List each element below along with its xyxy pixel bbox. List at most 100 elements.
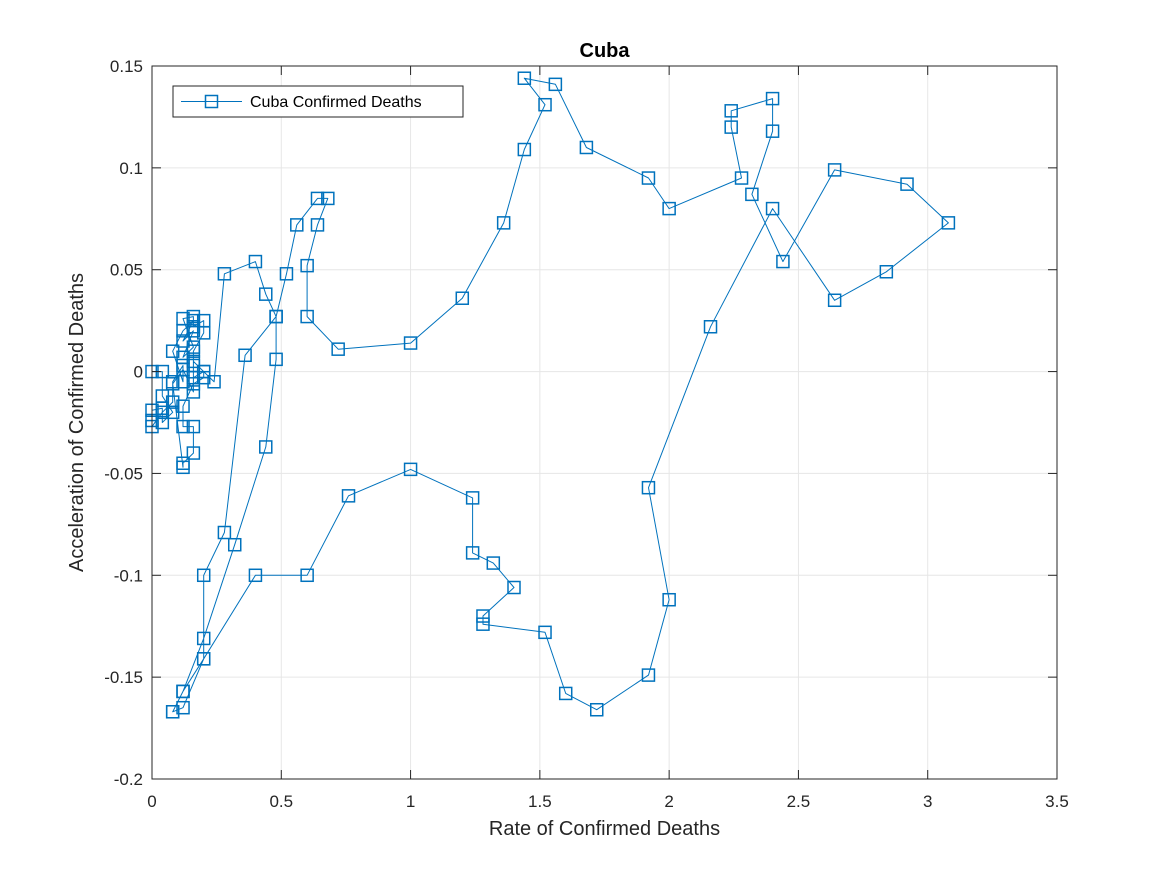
data-point-marker (538, 97, 552, 112)
data-point-marker (641, 171, 656, 185)
x-axis-label: Rate of Confirmed Deaths (489, 818, 720, 840)
y-tick-label: -0.2 (114, 770, 143, 789)
y-tick-label: -0.05 (104, 464, 143, 483)
data-point-marker (196, 631, 211, 646)
series-layer (145, 71, 956, 719)
data-point-marker (176, 399, 190, 413)
data-point-marker (589, 702, 604, 717)
data-point-marker (186, 309, 201, 324)
x-tick-label: 3 (923, 792, 932, 811)
data-point-marker (900, 177, 914, 191)
data-point-marker (641, 668, 656, 682)
data-point-marker (165, 705, 180, 719)
data-point-marker (196, 364, 211, 379)
data-point-marker (321, 191, 335, 206)
data-point-marker (765, 124, 780, 138)
data-point-marker (310, 218, 325, 232)
legend-label: Cuba Confirmed Deaths (250, 94, 422, 111)
data-point-marker (259, 287, 273, 301)
data-point-marker (662, 201, 676, 216)
data-point-marker (476, 609, 490, 623)
y-tick-label: 0 (134, 363, 143, 382)
tick-labels: 0 0.5 1 1.5 2 2.5 3 3.5 -0.2 -0.15 -0.1 -0.05 0 0.05 0… (104, 57, 1069, 811)
data-point-marker (827, 163, 842, 177)
data-point-marker (496, 216, 511, 230)
data-point-marker (259, 440, 273, 454)
data-point-marker (341, 489, 356, 503)
data-point-marker (765, 91, 780, 106)
data-point-marker (517, 71, 532, 85)
x-tick-label: 2 (664, 792, 673, 811)
data-point-marker (941, 216, 956, 230)
data-point-marker (765, 201, 780, 216)
data-point-marker (455, 291, 470, 305)
data-point-marker (879, 265, 894, 279)
data-point-marker (827, 293, 842, 308)
data-point-marker (579, 140, 594, 155)
y-tick-label: -0.1 (114, 566, 143, 585)
chart-title: Cuba (580, 40, 631, 62)
data-point-marker (476, 617, 490, 631)
data-point-marker (176, 684, 190, 699)
data-point-marker (217, 267, 232, 281)
data-point-marker (248, 568, 263, 583)
data-point-marker (217, 525, 232, 540)
series-line (151, 77, 949, 713)
y-axis-label: Acceleration of Confirmed Deaths (66, 273, 88, 572)
plot-area (152, 66, 1057, 779)
y-tick-label: 0.05 (110, 261, 143, 280)
x-tick-label: 3.5 (1045, 792, 1069, 811)
data-point-marker (196, 326, 211, 340)
y-tick-label: 0.1 (119, 159, 143, 178)
data-point-marker (165, 395, 180, 409)
data-point-marker (724, 120, 738, 134)
legend: Cuba Confirmed Deaths (172, 85, 464, 118)
x-tick-label: 2.5 (787, 792, 811, 811)
data-point-marker (238, 348, 252, 363)
data-point-marker (548, 77, 563, 92)
data-point-marker (248, 254, 263, 269)
data-point-marker (196, 568, 211, 583)
data-point-marker (724, 104, 738, 118)
data-point-marker (269, 352, 283, 367)
data-point-marker (300, 309, 314, 324)
x-tick-label: 0.5 (269, 792, 293, 811)
data-point-marker (227, 537, 242, 552)
data-point-marker (641, 480, 656, 495)
data-point-marker (155, 405, 170, 420)
data-point-marker (662, 592, 676, 607)
data-point-marker (279, 267, 294, 281)
data-point-marker (196, 652, 211, 666)
x-tick-label: 1 (406, 792, 415, 811)
data-point-marker (310, 191, 325, 206)
data-point-marker (465, 546, 480, 560)
data-point-marker (186, 377, 201, 391)
data-point-marker (186, 354, 201, 369)
axes-box (151, 65, 1058, 780)
data-point-marker (403, 462, 418, 477)
data-point-marker (186, 446, 201, 460)
data-point-marker (176, 700, 190, 715)
y-tick-label: 0.15 (110, 57, 143, 76)
data-point-marker (734, 171, 749, 185)
data-point-marker (186, 419, 201, 434)
data-point-marker (507, 580, 521, 595)
y-tick-label: -0.15 (104, 668, 143, 687)
data-point-marker (155, 415, 170, 430)
axes (151, 65, 1058, 780)
data-point-marker (290, 218, 304, 232)
data-point-marker (331, 342, 345, 356)
data-point-marker (745, 187, 759, 202)
x-tick-label: 0 (147, 792, 156, 811)
data-point-marker (176, 419, 190, 434)
legend-marker-swatch (204, 94, 219, 109)
data-point-marker (486, 556, 501, 570)
data-point-marker (176, 362, 190, 377)
data-point-marker (165, 377, 180, 391)
data-point-marker (300, 258, 314, 273)
data-point-marker (176, 460, 190, 475)
data-point-marker (517, 142, 532, 157)
data-point-marker (207, 375, 221, 389)
data-point-marker (558, 686, 573, 701)
